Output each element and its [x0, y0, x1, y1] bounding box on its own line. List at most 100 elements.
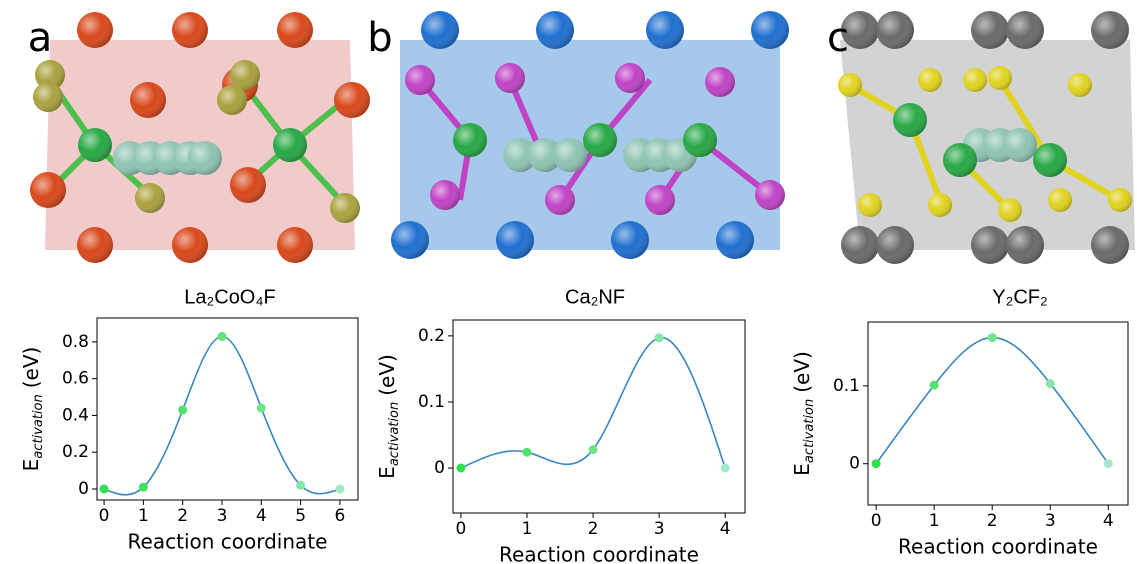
atom-shade	[217, 85, 247, 115]
atom-shade	[430, 180, 460, 210]
x-tick-label: 3	[1045, 511, 1056, 531]
x-tick-label: 4	[1103, 511, 1114, 531]
y-label-unit: (eV)	[790, 351, 814, 393]
atom-shade	[77, 227, 113, 263]
y-label-symbol: E	[19, 459, 43, 472]
axes-frame	[868, 322, 1128, 505]
atom-shade	[838, 73, 862, 97]
atom-shade	[1091, 226, 1129, 264]
marker	[589, 445, 598, 454]
atom-shade	[1003, 128, 1037, 162]
figure: aLa₂CoO₄F012345600.20.40.60.8Reaction co…	[0, 0, 1137, 564]
atom-shade	[130, 82, 166, 118]
compound-label: La₂CoO₄F	[184, 286, 276, 308]
y-label-unit: (eV)	[375, 354, 399, 396]
atom-shade	[615, 63, 645, 93]
atom-shade	[963, 68, 987, 92]
panel-label: a	[28, 15, 53, 61]
x-tick-label: 2	[588, 519, 599, 539]
x-tick-label: 6	[335, 506, 346, 526]
marker	[456, 464, 465, 473]
y-tick-label: 0	[434, 458, 445, 478]
atom-shade	[135, 183, 165, 213]
atom-shade	[893, 103, 927, 137]
atom-shade	[683, 123, 717, 157]
y-tick-label: 0.8	[62, 332, 89, 352]
atom-shade	[918, 68, 942, 92]
marker	[178, 405, 187, 414]
atom-shade	[928, 193, 952, 217]
atom-shade	[645, 185, 675, 215]
atom-shade	[716, 221, 754, 259]
atom-shade	[30, 172, 66, 208]
atom-shade	[1108, 188, 1132, 212]
axes-frame	[97, 318, 358, 500]
x-tick-label: 4	[256, 506, 267, 526]
atom-shade	[230, 167, 266, 203]
marker	[257, 404, 266, 413]
atom-shade	[751, 11, 789, 49]
marker	[217, 332, 226, 341]
atom-shade	[841, 226, 879, 264]
panel-label: b	[367, 15, 392, 61]
atom-shade	[277, 227, 313, 263]
marker	[335, 484, 344, 493]
line	[104, 336, 340, 494]
y-axis-label: Eactivation(eV)	[790, 351, 817, 476]
atom-shade	[646, 11, 684, 49]
atom-shade	[1091, 11, 1129, 49]
x-tick-label: 4	[720, 519, 731, 539]
y-tick-label: 0.2	[418, 326, 445, 346]
atom-shade	[583, 123, 617, 157]
x-tick-label: 1	[929, 511, 940, 531]
atom-shade	[495, 63, 525, 93]
atom-shade	[755, 180, 785, 210]
x-tick-label: 0	[456, 519, 467, 539]
y-axis-label: Eactivation(eV)	[375, 354, 402, 479]
marker	[1046, 379, 1055, 388]
x-tick-label: 3	[654, 519, 665, 539]
marker	[655, 333, 664, 342]
y-tick-label: 0.2	[62, 442, 89, 462]
atom-shade	[876, 11, 914, 49]
atom-shade	[273, 128, 307, 162]
y-label-unit: (eV)	[19, 347, 43, 389]
marker	[988, 333, 997, 342]
y-tick-label: 0.4	[62, 405, 89, 425]
marker	[139, 483, 148, 492]
atom-shade	[172, 12, 208, 48]
compound-label: Y₂CF₂	[992, 286, 1048, 308]
atom-shade	[405, 65, 435, 95]
x-tick-label: 0	[871, 511, 882, 531]
atom-shade	[998, 198, 1022, 222]
atom-shade	[705, 67, 735, 97]
atom-shade	[1033, 143, 1067, 177]
y-axis-label: Eactivation (eV)	[19, 347, 46, 472]
y-tick-label: 0.1	[833, 376, 860, 396]
atom-shade	[545, 185, 575, 215]
atom-shade	[553, 138, 587, 172]
atom-shade	[391, 221, 429, 259]
x-tick-label: 2	[987, 511, 998, 531]
atom-shade	[78, 128, 112, 162]
marker	[721, 464, 730, 473]
atom-shade	[876, 226, 914, 264]
atom-shade	[1006, 11, 1044, 49]
y-tick-label: 0.6	[62, 369, 89, 389]
x-tick-label: 1	[522, 519, 533, 539]
atom-shade	[971, 11, 1009, 49]
atom-shade	[77, 12, 113, 48]
y-label-subscript: activation	[387, 402, 402, 466]
y-label-subscript: activation	[31, 394, 46, 458]
atom-shade	[971, 226, 1009, 264]
atom-shade	[611, 221, 649, 259]
atom-shade	[1006, 226, 1044, 264]
atom-shade	[536, 11, 574, 49]
atom-shade	[453, 123, 487, 157]
x-axis-label: Reaction coordinate	[128, 530, 328, 554]
atom-shade	[1068, 73, 1092, 97]
atom-shade	[943, 143, 977, 177]
x-tick-label: 1	[138, 506, 149, 526]
